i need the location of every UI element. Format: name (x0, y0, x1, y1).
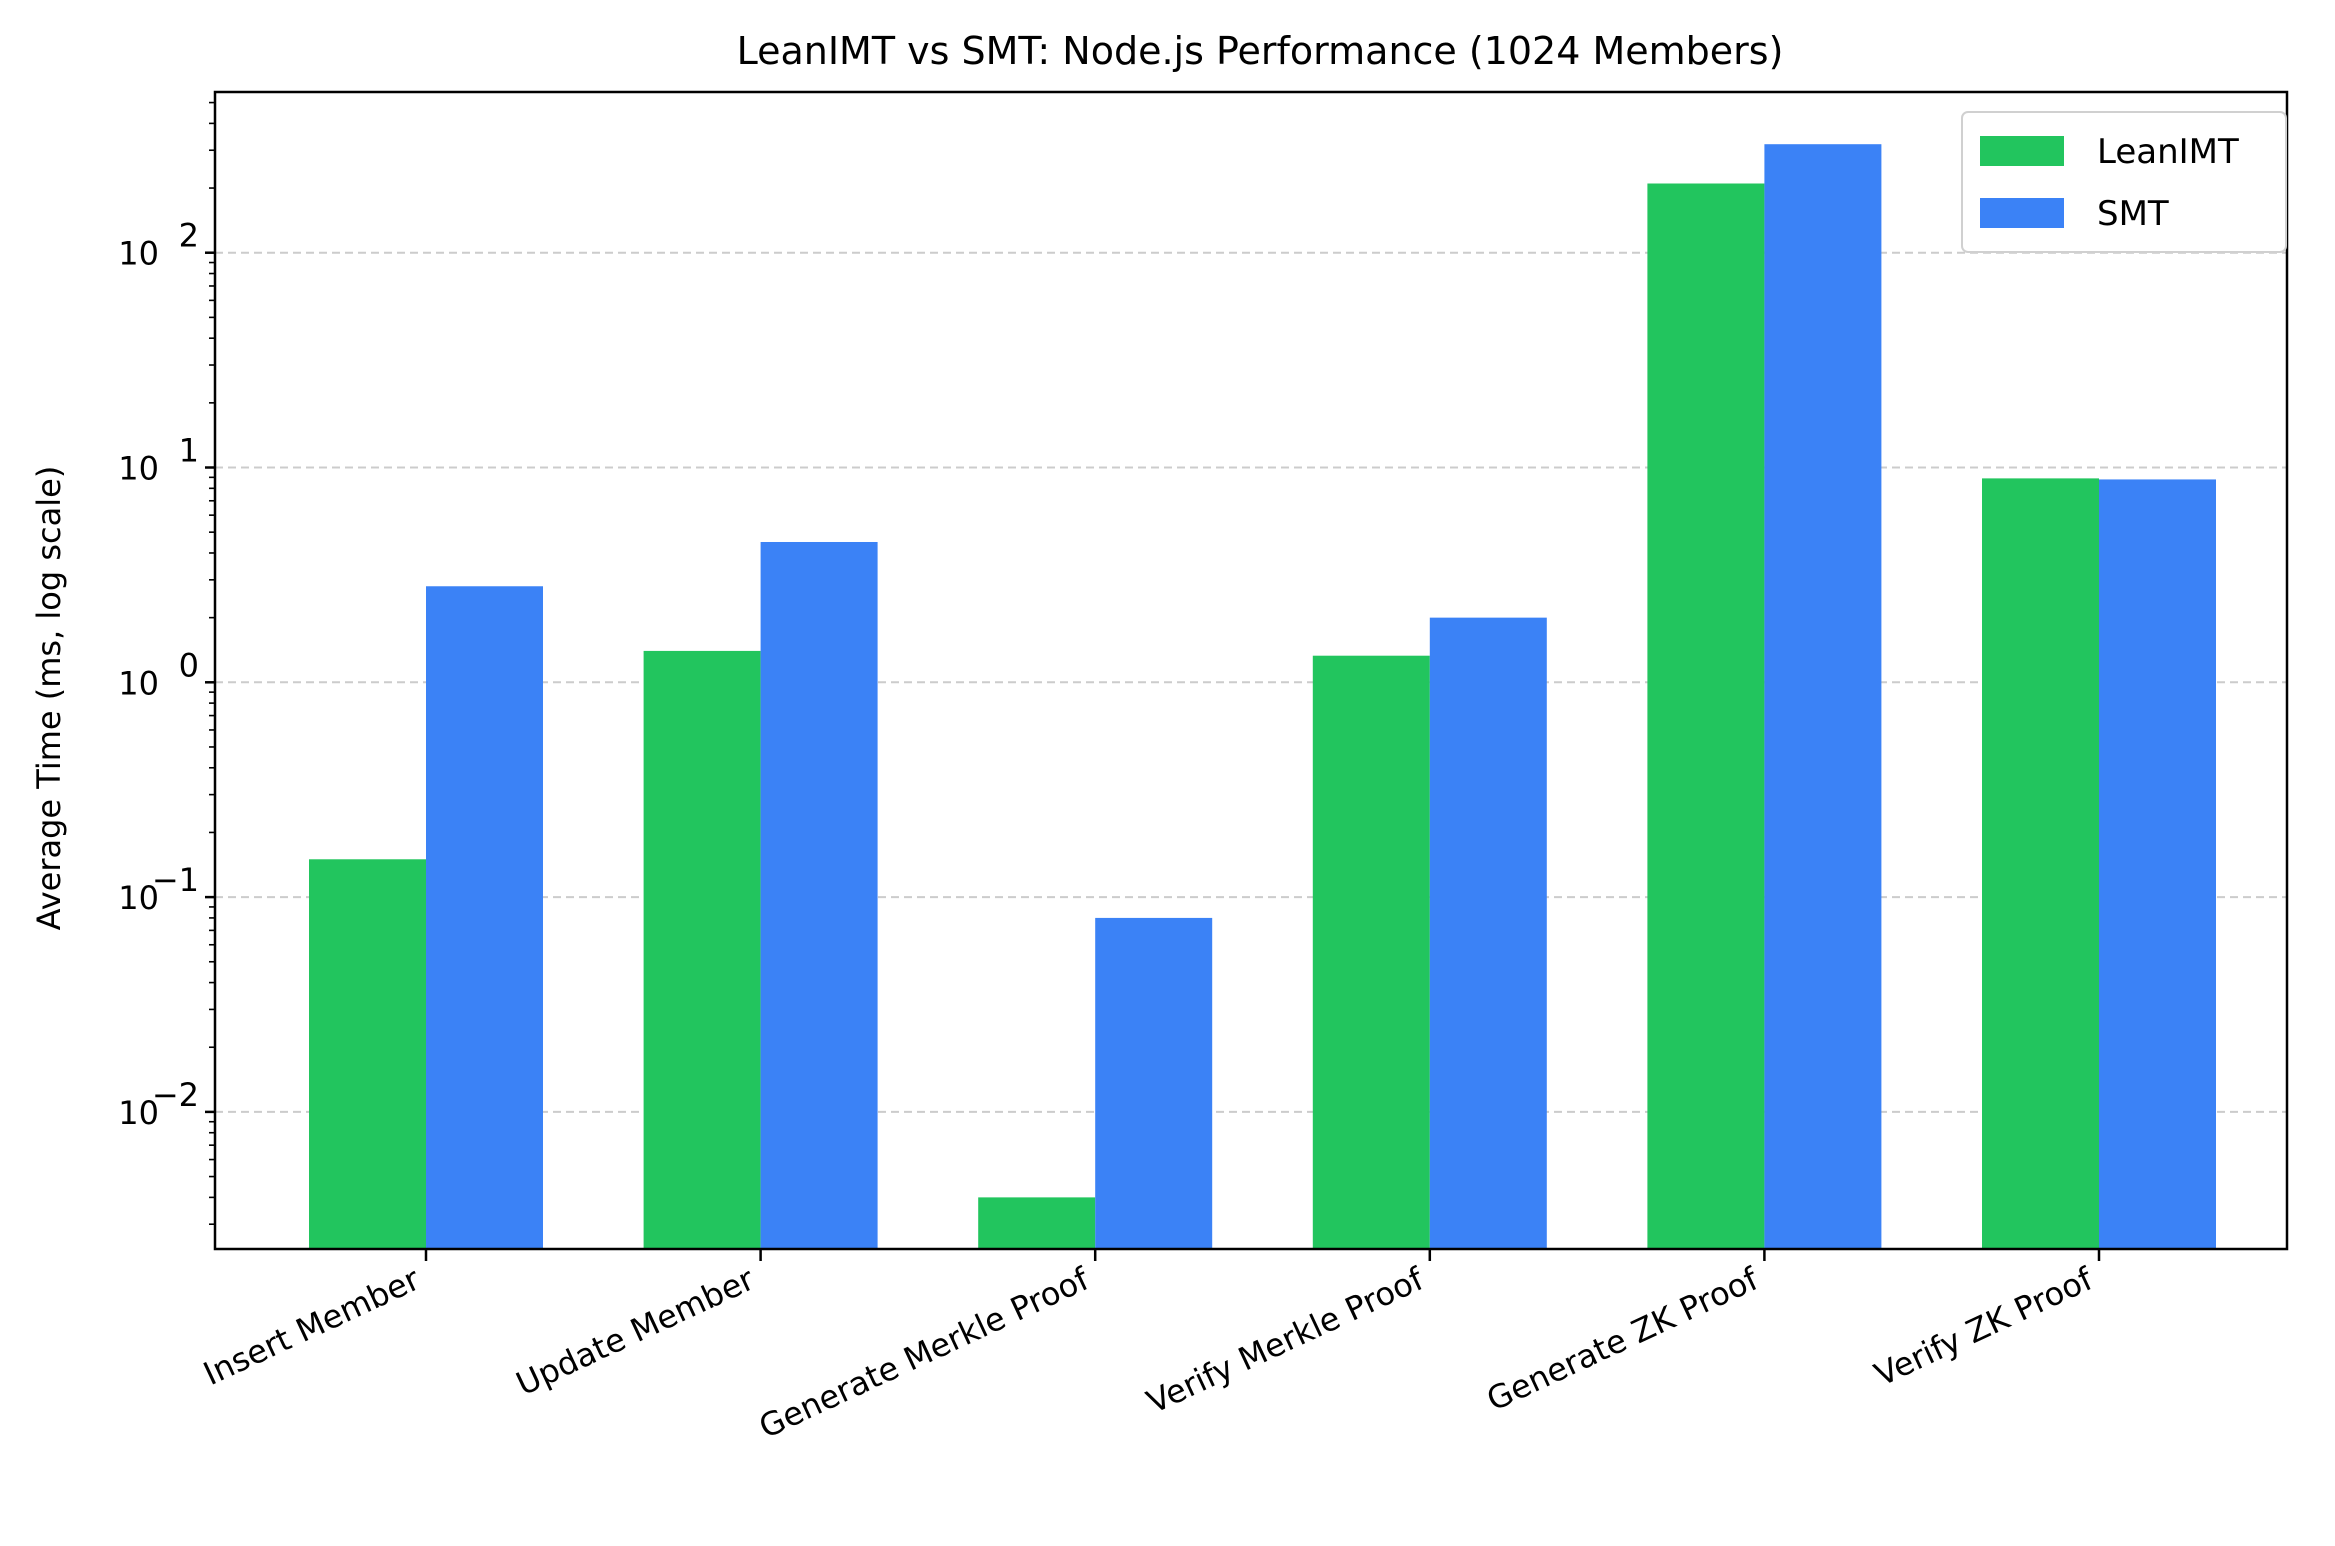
legend: LeanIMT SMT (1961, 111, 2287, 253)
y-axis-label: Average Time (ms, log scale) (30, 466, 68, 931)
bar-smt-0 (426, 586, 543, 1249)
y-tick-exponent: −1 (152, 861, 199, 899)
y-tick-exponent: −2 (152, 1076, 199, 1114)
bar-leanimt-1 (643, 650, 761, 1249)
bar-leanimt-4 (1647, 183, 1765, 1249)
x-tick-label: Insert Member (198, 1259, 427, 1393)
bar-smt-4 (1764, 144, 1882, 1249)
chart-title: LeanIMT vs SMT: Node.js Performance (102… (737, 29, 1784, 73)
bar-smt-5 (2099, 479, 2216, 1249)
bar-smt-2 (1095, 917, 1213, 1249)
axes (213, 90, 2289, 1251)
y-tick-exponent: 1 (179, 432, 199, 470)
bar-leanimt-3 (1312, 655, 1430, 1249)
legend-label-leanimt: LeanIMT (2097, 132, 2239, 172)
x-tick-label: Generate Merkle Proof (753, 1260, 1095, 1446)
x-tick-label: Generate ZK Proof (1481, 1260, 1764, 1419)
bar-smt-3 (1429, 617, 1547, 1249)
y-tick-label: 10 (118, 450, 159, 488)
y-tick-label: 10 (118, 664, 159, 702)
legend-swatch-leanimt (1980, 136, 2064, 166)
bar-leanimt-0 (309, 859, 426, 1249)
y-tick-label: 10 (118, 879, 159, 917)
bars (309, 144, 2216, 1249)
bar-leanimt-5 (1982, 478, 2099, 1249)
y-tick-exponent: 2 (179, 217, 199, 255)
bar-leanimt-2 (978, 1197, 1096, 1249)
plot-frame (213, 90, 2289, 1251)
y-tick-label: 10 (118, 1094, 159, 1132)
x-tick-label: Verify Merkle Proof (1141, 1260, 1430, 1422)
y-tick-exponent: 0 (179, 646, 199, 684)
x-tick-label: Update Member (510, 1259, 760, 1403)
bar-smt-1 (760, 541, 878, 1249)
x-tick-label: Verify ZK Proof (1869, 1260, 2099, 1394)
legend-label-smt: SMT (2097, 194, 2169, 234)
gridlines (215, 251, 2287, 1113)
legend-swatch-smt (1980, 198, 2064, 228)
y-tick-label: 10 (118, 235, 159, 273)
